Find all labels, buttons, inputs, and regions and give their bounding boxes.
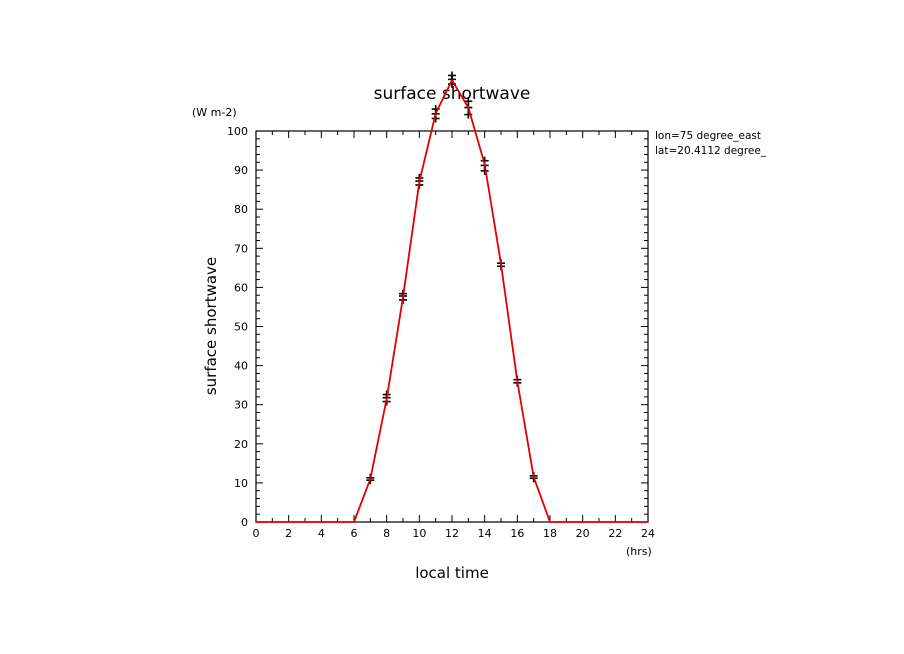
- x-unit-label: (hrs): [626, 545, 652, 558]
- y-tick-label: 100: [227, 125, 248, 138]
- chart-title: surface shortwave: [374, 84, 531, 104]
- y-tick-label: 50: [234, 321, 248, 334]
- plus-marker: [448, 71, 456, 80]
- x-tick-label: 6: [351, 527, 358, 540]
- y-tick-label: 90: [234, 164, 248, 177]
- y-tick-label: 40: [234, 360, 248, 373]
- axis-tick-labels: 0 2 4 6 8 10 12 14 16 18 20 22 240102030405060708090…: [227, 125, 655, 540]
- lat-annotation: lat=20.4112 degree_: [655, 145, 767, 157]
- y-tick-label: 30: [234, 399, 248, 412]
- y-tick-label: 80: [234, 203, 248, 216]
- plus-marker: [464, 97, 473, 106]
- x-tick-label: 8: [383, 527, 390, 540]
- x-tick-label: 16: [510, 527, 524, 540]
- y-unit-label: (W m-2): [192, 106, 237, 119]
- x-tick-label: 2: [285, 527, 292, 540]
- series-line: [256, 79, 648, 523]
- y-tick-label: 10: [234, 477, 248, 490]
- x-tick-label: 10: [412, 527, 426, 540]
- y-tick-label: 20: [234, 438, 248, 451]
- y-axis-label: surface shortwave: [202, 257, 220, 395]
- y-tick-label: 60: [234, 281, 248, 294]
- x-tick-label: 14: [478, 527, 492, 540]
- plot-frame: [255, 130, 649, 523]
- x-tick-label: 18: [543, 527, 557, 540]
- x-axis-label: local time: [415, 564, 489, 582]
- x-tick-label: 12: [445, 527, 459, 540]
- lon-annotation: lon=75 degree_east: [655, 130, 761, 142]
- x-tick-label: 24: [641, 527, 655, 540]
- x-tick-label: 22: [608, 527, 622, 540]
- y-tick-label: 0: [241, 516, 248, 529]
- x-tick-label: 4: [318, 527, 325, 540]
- axis-ticks: [255, 130, 649, 523]
- y-tick-label: 70: [234, 242, 248, 255]
- x-tick-label: 20: [576, 527, 590, 540]
- x-tick-label: 0: [253, 527, 260, 540]
